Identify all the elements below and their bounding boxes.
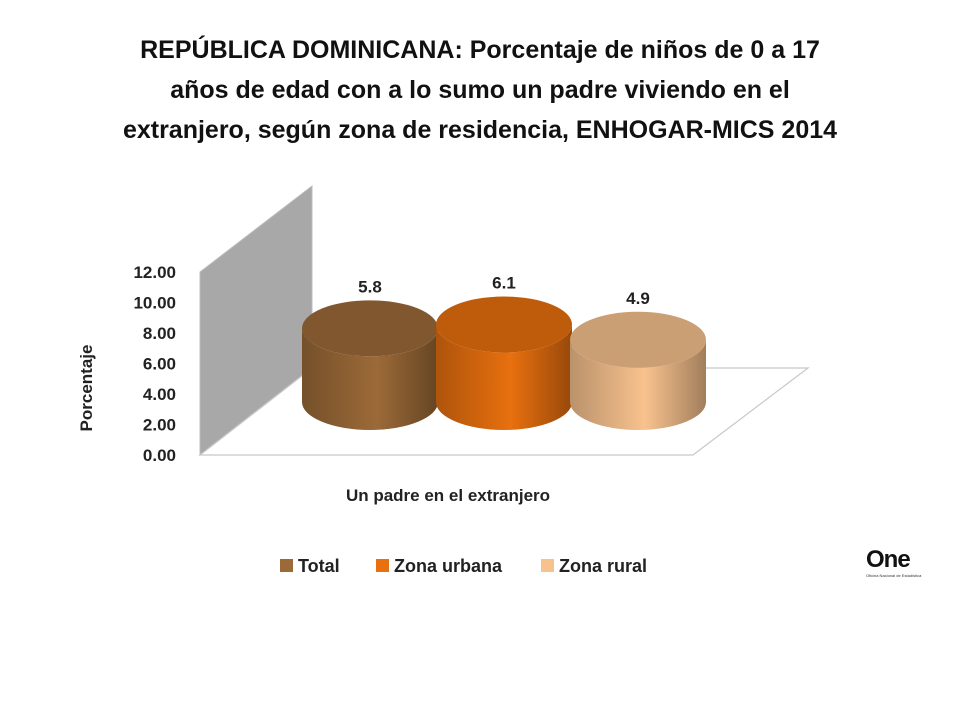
bar-top [436, 296, 572, 353]
legend-item: Total [280, 556, 340, 576]
y-axis-ticks: 0.00 2.00 4.00 6.00 8.00 10.00 12.00 [133, 263, 176, 465]
y-tick-label: 2.00 [143, 416, 176, 435]
legend: Total Zona urbana Zona rural [280, 556, 647, 576]
bar-zona-urbana [436, 296, 572, 430]
one-logo: One Oficina Nacional de Estadística [866, 546, 922, 580]
y-tick-label: 12.00 [133, 263, 176, 282]
data-label: 5.8 [358, 277, 382, 296]
x-axis-title: Un padre en el extranjero [346, 486, 550, 505]
legend-swatch [376, 559, 389, 572]
y-axis-title: Porcentaje [77, 345, 96, 432]
legend-label: Zona urbana [394, 556, 503, 576]
bar-zona-rural [570, 311, 706, 430]
legend-item: Zona rural [541, 556, 647, 576]
y-tick-label: 10.00 [133, 294, 176, 313]
bar-total [302, 300, 438, 430]
y-tick-label: 0.00 [143, 446, 176, 465]
chart-title: REPÚBLICA DOMINICANA: Porcentaje de niño… [122, 36, 838, 144]
bar-body [570, 339, 706, 430]
legend-label: Zona rural [559, 556, 647, 576]
data-labels: 5.8 6.1 4.9 [358, 274, 650, 308]
data-label: 4.9 [626, 289, 650, 308]
bar-body [436, 324, 572, 430]
bar-top [570, 311, 706, 368]
bar-body [302, 328, 438, 430]
legend-label: Total [298, 556, 340, 576]
legend-swatch [280, 559, 293, 572]
data-label: 6.1 [492, 274, 516, 293]
y-tick-label: 4.00 [143, 385, 176, 404]
bar-series [302, 296, 706, 430]
logo-text: One [866, 546, 911, 573]
y-tick-label: 8.00 [143, 324, 176, 343]
logo-tagline: Oficina Nacional de Estadística [866, 573, 922, 578]
bar-top [302, 300, 438, 357]
legend-swatch [541, 559, 554, 572]
legend-item: Zona urbana [376, 556, 503, 576]
y-tick-label: 6.00 [143, 355, 176, 374]
